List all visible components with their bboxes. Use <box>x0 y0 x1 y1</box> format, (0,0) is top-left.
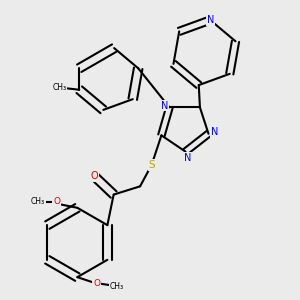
Text: N: N <box>184 153 191 163</box>
Text: CH₃: CH₃ <box>31 197 45 206</box>
Text: S: S <box>148 160 155 170</box>
Text: N: N <box>206 15 214 25</box>
Text: O: O <box>53 197 60 206</box>
Text: O: O <box>91 171 98 182</box>
Text: CH₃: CH₃ <box>52 83 67 92</box>
Text: CH₃: CH₃ <box>110 282 124 291</box>
Text: O: O <box>93 279 100 288</box>
Text: N: N <box>211 127 218 137</box>
Text: N: N <box>161 101 168 111</box>
